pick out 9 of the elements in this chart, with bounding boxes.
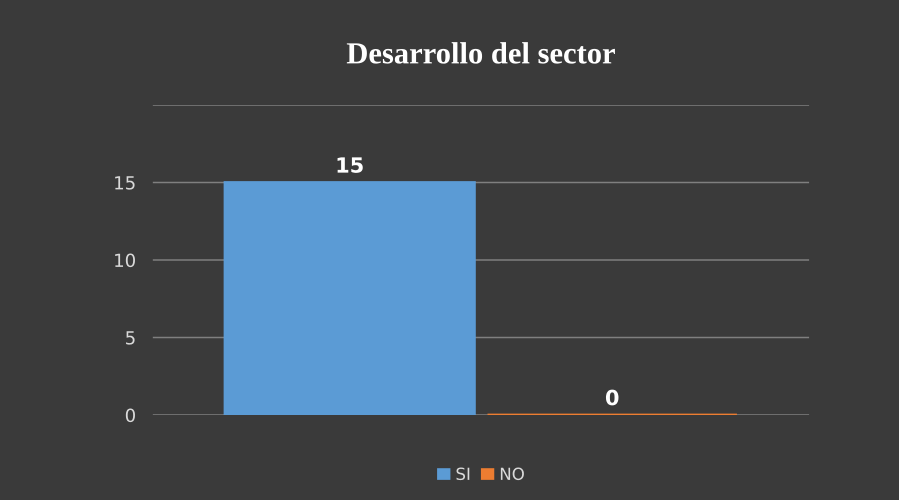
y-tick-label: 0	[126, 408, 135, 422]
data-label: 15	[338, 157, 363, 173]
y-tick-label: 10	[115, 253, 135, 268]
y-tick-label: 5	[126, 331, 135, 345]
data-label: 0	[606, 390, 618, 406]
legend-label: NO	[500, 467, 524, 480]
y-tick-label: 15	[115, 176, 135, 190]
chart-title: Desarrollo del sector	[346, 42, 615, 64]
legend-label: SI	[456, 467, 470, 480]
